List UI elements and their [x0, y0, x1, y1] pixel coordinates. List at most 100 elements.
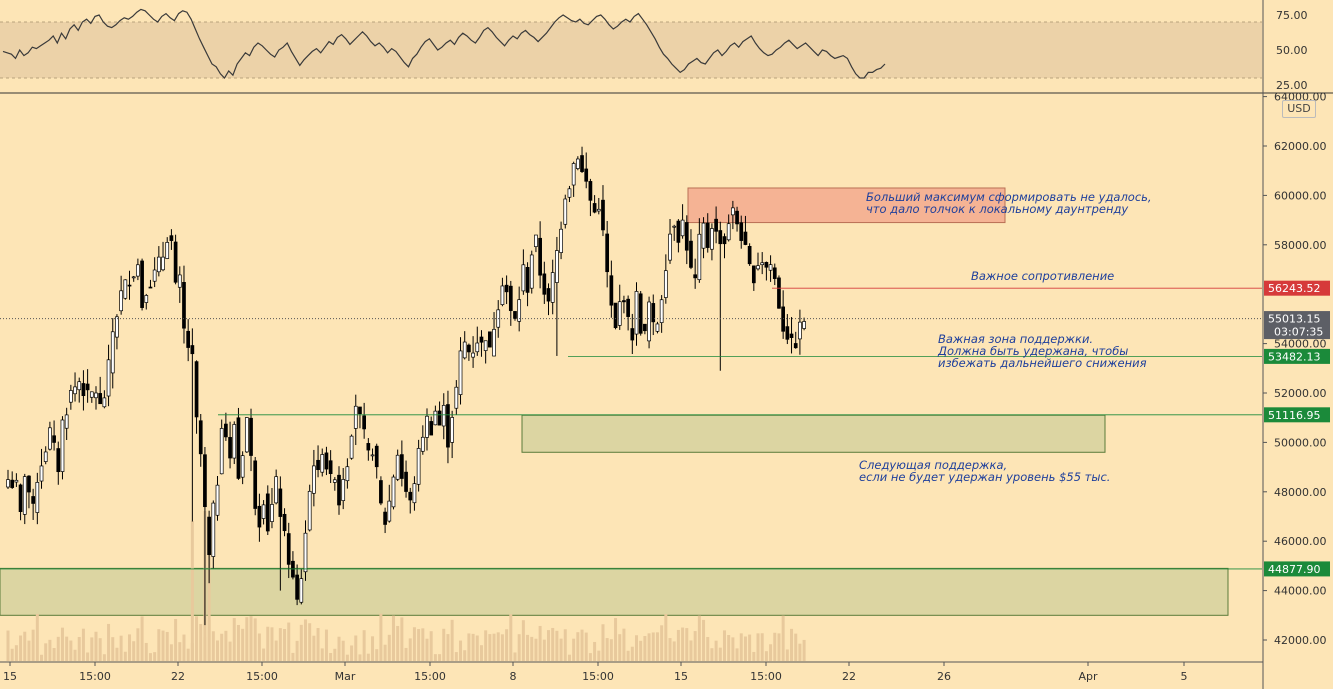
volume-bar	[366, 653, 370, 661]
volume-bar	[291, 652, 295, 661]
candle-body	[638, 293, 643, 334]
currency-label[interactable]: USD	[1282, 100, 1316, 118]
candle-body	[781, 306, 786, 332]
volume-bar	[316, 628, 320, 661]
volume-bar	[764, 651, 768, 661]
volume-bar	[153, 652, 157, 661]
volume-bar	[731, 637, 735, 661]
candle-body	[219, 428, 224, 475]
candle-body	[56, 448, 61, 473]
volume-bar	[27, 640, 31, 661]
volume-bar	[81, 628, 85, 661]
candle-body	[295, 574, 299, 600]
candle-body	[689, 240, 693, 268]
volume-bar	[697, 615, 701, 661]
candle-body	[718, 230, 723, 245]
volume-bar	[714, 640, 718, 661]
volume-bar	[664, 614, 668, 661]
volume-bar	[199, 623, 203, 661]
candle-body	[693, 274, 698, 279]
candle-body	[89, 391, 94, 398]
time-tick-label: 15:00	[414, 670, 446, 683]
volume-bar	[383, 644, 387, 661]
candle-body	[358, 406, 362, 415]
volume-bar	[429, 631, 433, 661]
candle-body	[676, 220, 681, 243]
candle-body	[186, 330, 191, 348]
candle-body	[697, 233, 702, 281]
candle-body	[584, 168, 589, 182]
volume-spike	[190, 521, 194, 661]
volume-bar	[148, 653, 152, 661]
price-tick-label: 48000.00	[1274, 486, 1327, 499]
volume-bar	[274, 640, 278, 661]
candle-body	[169, 235, 174, 241]
volume-bar	[567, 654, 571, 661]
candle-body	[6, 479, 10, 488]
candle-body	[387, 500, 392, 522]
candle-body	[488, 331, 492, 348]
support-zone	[521, 414, 1106, 453]
time-tick-label: 8	[510, 670, 517, 683]
candle-body	[60, 419, 65, 472]
candle-body	[471, 352, 475, 358]
price-badge-text: 44877.90	[1268, 563, 1321, 576]
candle-body	[253, 460, 258, 509]
candle-body	[324, 452, 329, 470]
volume-bar	[31, 629, 35, 661]
candle-body	[441, 404, 446, 427]
price-badge	[1264, 280, 1330, 296]
candle-body	[789, 333, 794, 338]
volume-bar	[266, 626, 270, 661]
volume-bar	[467, 633, 471, 661]
volume-bar	[132, 641, 136, 661]
volume-bar	[651, 632, 655, 661]
candle-body	[265, 493, 270, 532]
candle-body	[370, 454, 375, 457]
volume-bar	[341, 640, 345, 661]
candle-body	[538, 237, 542, 276]
volume-bar	[618, 634, 622, 661]
candle-body	[508, 285, 513, 311]
volume-bar	[69, 640, 73, 661]
candle-body	[353, 405, 358, 429]
candle-body	[68, 390, 73, 403]
candle-body	[282, 513, 287, 532]
candle-body	[152, 269, 157, 282]
volume-bar	[216, 640, 219, 661]
volume-bar	[484, 630, 488, 661]
price-tick-label: 44000.00	[1274, 585, 1327, 598]
time-tick-label: 15:00	[750, 670, 782, 683]
volume-bar	[387, 634, 391, 661]
volume-bar	[563, 629, 567, 661]
volume-bar	[195, 616, 199, 661]
candle-body	[127, 284, 132, 287]
volume-bar	[442, 628, 446, 661]
volume-bar	[555, 630, 559, 661]
candle-body	[643, 323, 647, 332]
candle-body	[39, 465, 44, 482]
volume-bar	[354, 635, 358, 661]
candle-body	[747, 245, 752, 265]
candle-body	[542, 273, 547, 295]
volume-bar	[253, 618, 257, 661]
candle-body	[52, 435, 56, 443]
candle-body	[521, 264, 526, 292]
volume-bar	[362, 630, 366, 661]
candle-body	[240, 455, 245, 478]
volume-bar	[73, 649, 77, 661]
volume-bar	[35, 613, 39, 661]
candle-body	[622, 300, 626, 303]
candle-body	[513, 311, 517, 319]
volume-bar	[597, 650, 601, 661]
candle-body	[663, 270, 668, 298]
rsi-tick-label: 25.00	[1276, 79, 1308, 92]
volume-bar	[471, 633, 475, 661]
candle-body	[588, 181, 593, 201]
candle-body	[550, 272, 555, 303]
candle-body	[123, 279, 128, 299]
volume-bar	[722, 630, 726, 661]
volume-bar	[308, 623, 312, 661]
volume-bar	[371, 636, 375, 661]
